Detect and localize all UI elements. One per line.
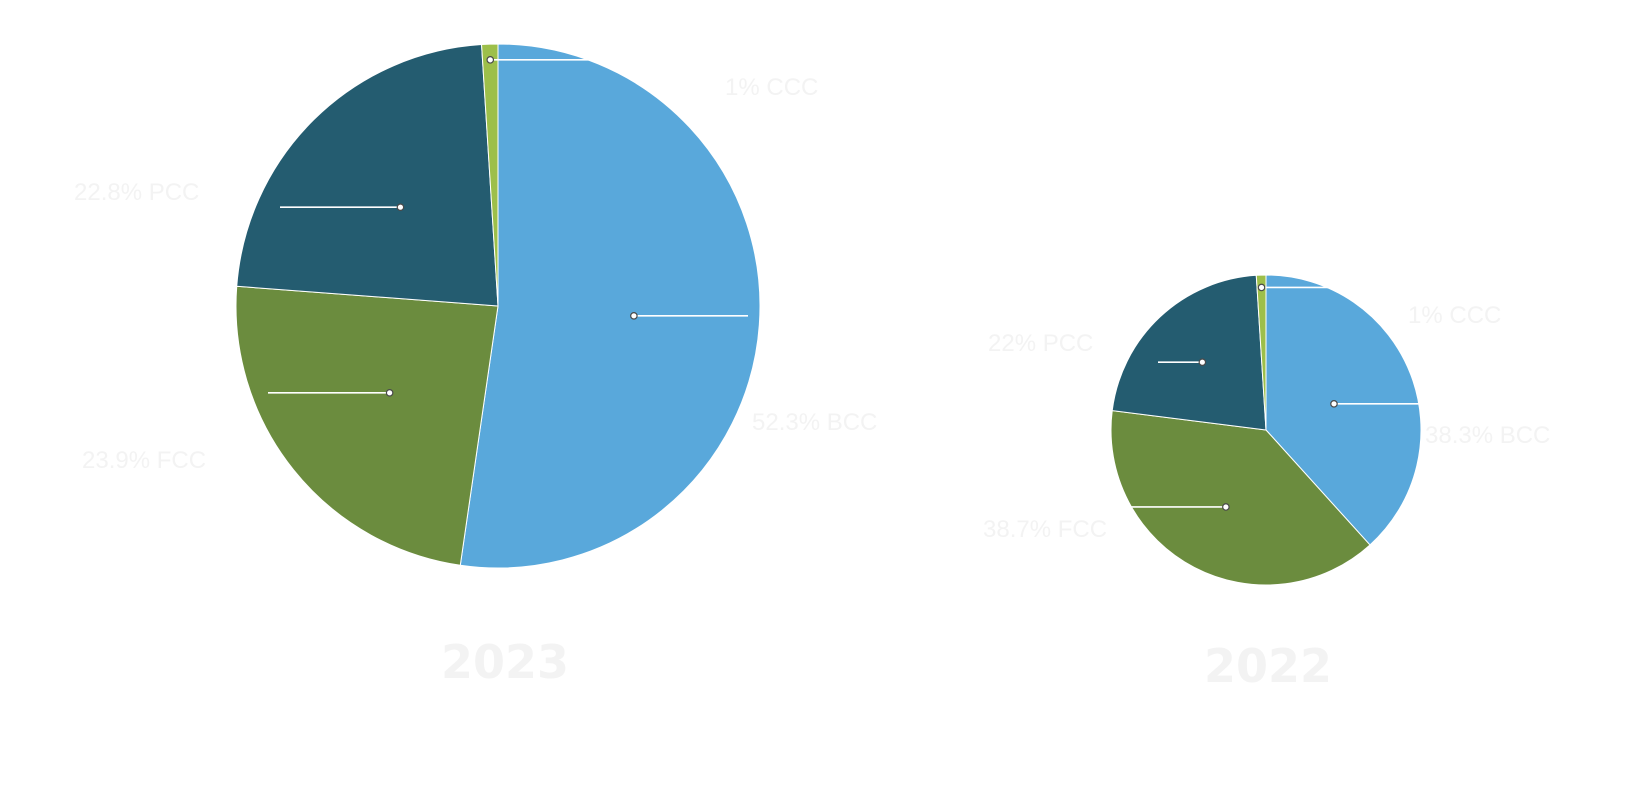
leader-dot — [385, 389, 394, 397]
pie-slice — [1265, 274, 1422, 546]
pie-chart-2023: 52.3% BCC 23.9% FCC 22.8% PCC 1% CCC 2023 — [74, 43, 877, 689]
leader-dot — [396, 203, 405, 211]
slice-label: 23.9% FCC — [82, 447, 206, 474]
slice-label: 38.3% BCC — [1425, 422, 1550, 449]
leader-dot — [630, 312, 638, 320]
leader-dot — [1198, 358, 1207, 367]
slice-label: 38.7% FCC — [983, 516, 1107, 543]
leader-dot — [1330, 400, 1338, 408]
pie-slice — [235, 285, 499, 566]
slice-label: 1% CCC — [1408, 302, 1501, 329]
slice-label: 22% PCC — [988, 330, 1093, 357]
slice-label: 52.3% BCC — [752, 409, 877, 436]
slice-label: 1% CCC — [725, 74, 818, 101]
slice-label: 22.8% PCC — [74, 179, 199, 206]
pie-chart-2022: 38.3% BCC 38.7% FCC 22% PCC 1% CCC 2022 — [983, 274, 1550, 693]
pie-slice — [481, 43, 499, 307]
chart-title: 2022 — [1204, 639, 1332, 693]
pie-slice — [1111, 274, 1267, 431]
pie-slice — [236, 43, 499, 307]
leader-dot — [1222, 503, 1230, 511]
pie-slice — [1255, 274, 1267, 431]
pie-slice — [459, 43, 761, 569]
leader-dot — [1257, 283, 1266, 292]
leader-dot — [486, 56, 495, 64]
pie-slice — [1110, 410, 1371, 586]
chart-title: 2023 — [441, 635, 569, 689]
